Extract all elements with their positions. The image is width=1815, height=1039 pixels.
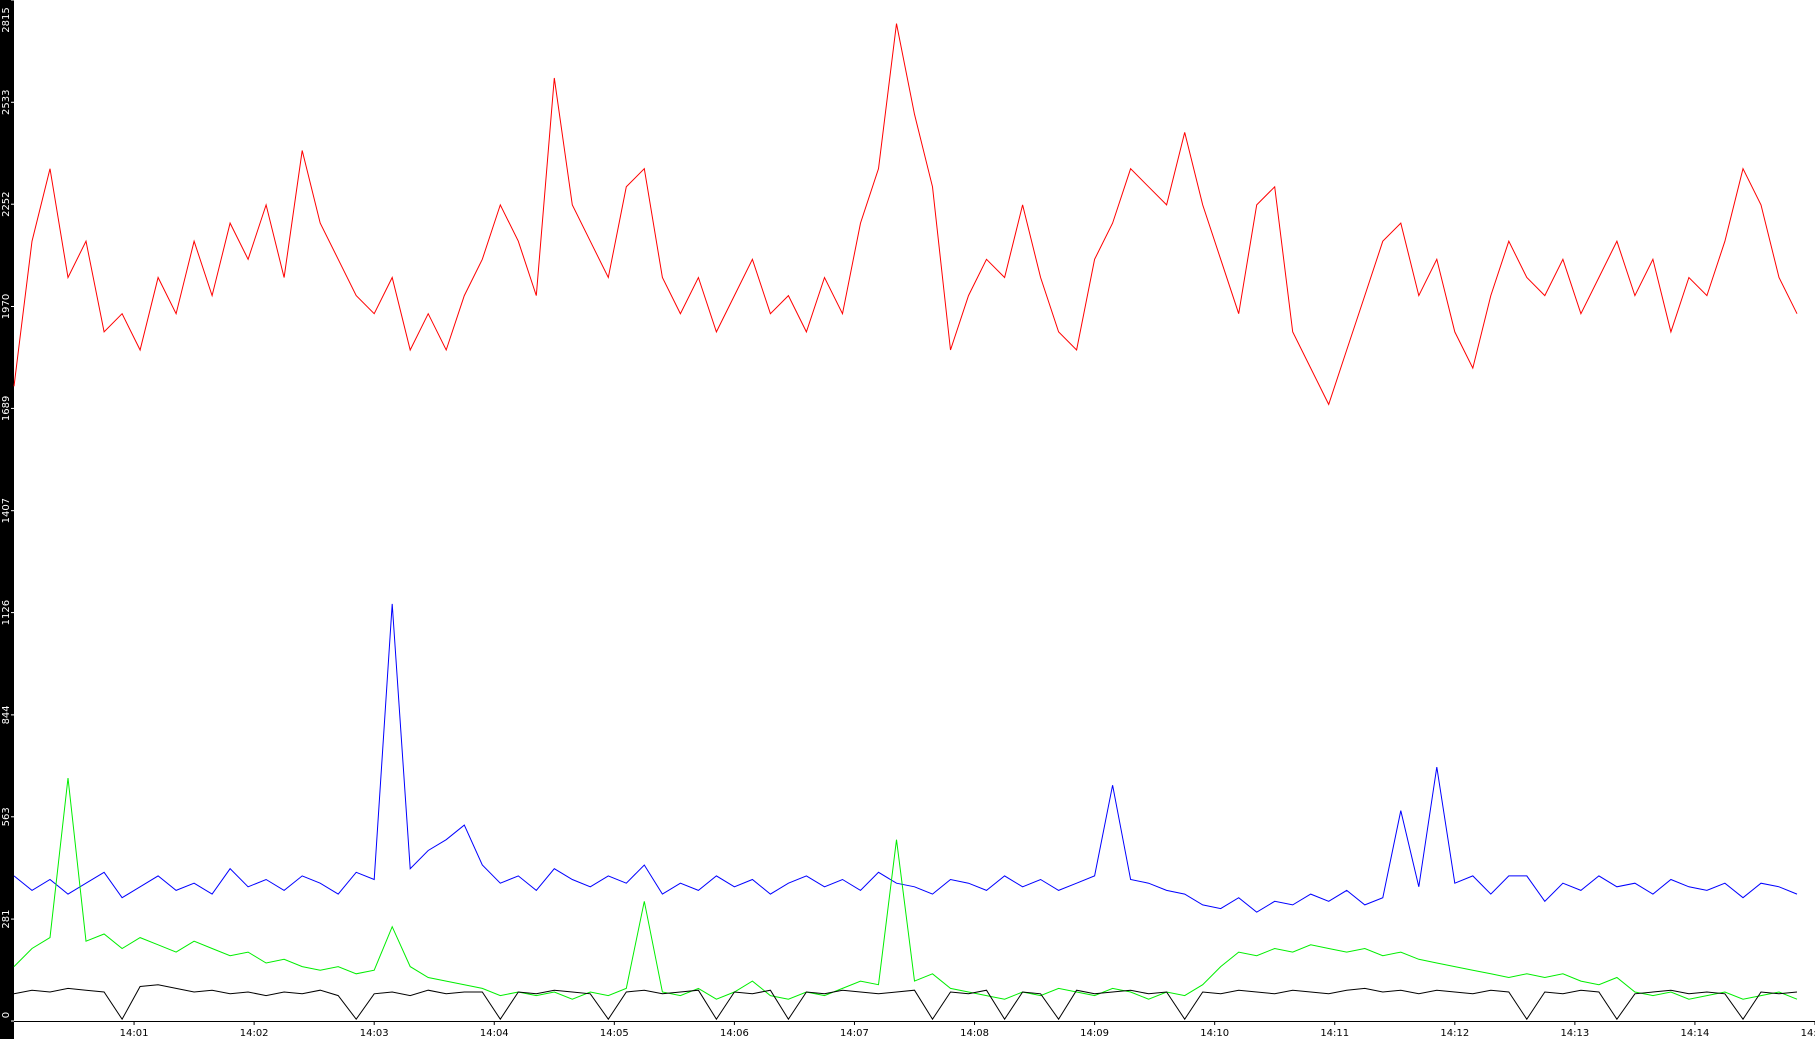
x-tick-label: 14:04 [480, 1028, 509, 1039]
y-tick-label: 2533 [1, 90, 12, 115]
x-tick-label: 14:11 [1320, 1028, 1349, 1039]
series-line [13, 23, 1798, 406]
y-tick-label: 2815 [1, 7, 12, 32]
y-axis-strip [0, 0, 14, 1039]
y-tick-label: 281 [1, 910, 12, 929]
x-tick-label: 14:10 [1200, 1028, 1229, 1039]
series-line [13, 984, 1798, 1021]
y-tick-label: 1407 [1, 498, 12, 523]
y-tick-label: 1689 [1, 396, 12, 421]
y-tick-label: 1970 [1, 294, 12, 319]
series-line [13, 777, 1798, 1000]
x-tick-label: 14:03 [360, 1028, 389, 1039]
x-tick-label: 14:01 [120, 1028, 149, 1039]
x-tick-label: 14:09 [1080, 1028, 1109, 1039]
y-tick-label: 844 [1, 705, 12, 724]
x-tick-label: 14:08 [960, 1028, 989, 1039]
x-tick-label: 14:02 [240, 1028, 269, 1039]
x-tick-label: 14:13 [1560, 1028, 1589, 1039]
x-tick-label: 14:14 [1681, 1028, 1710, 1039]
y-tick-label: 2252 [1, 191, 12, 216]
x-tick-label: 14:05 [600, 1028, 629, 1039]
y-tick-label: 0 [1, 1012, 12, 1018]
x-tick-label: 14:06 [720, 1028, 749, 1039]
y-tick-label: 563 [1, 807, 12, 826]
series-line [13, 603, 1798, 913]
x-tick-label: 14:15 [1801, 1028, 1815, 1039]
x-tick-label: 14:07 [840, 1028, 869, 1039]
x-tick-label: 14:12 [1440, 1028, 1469, 1039]
y-tick-label: 1126 [1, 600, 12, 625]
